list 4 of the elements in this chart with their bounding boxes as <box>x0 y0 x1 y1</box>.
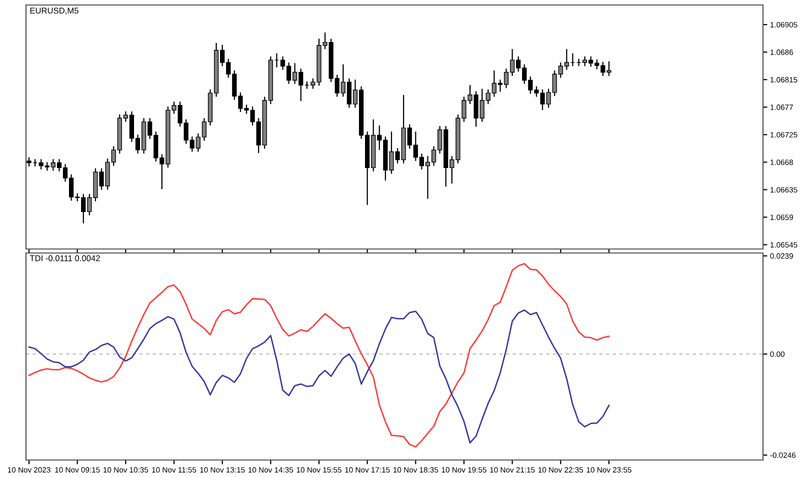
chart-title: EURUSD,M5 <box>30 8 78 15</box>
line-series <box>28 309 610 444</box>
line-series <box>28 262 610 448</box>
chart-title: TDI -0.0111 0.0042 <box>30 255 100 262</box>
